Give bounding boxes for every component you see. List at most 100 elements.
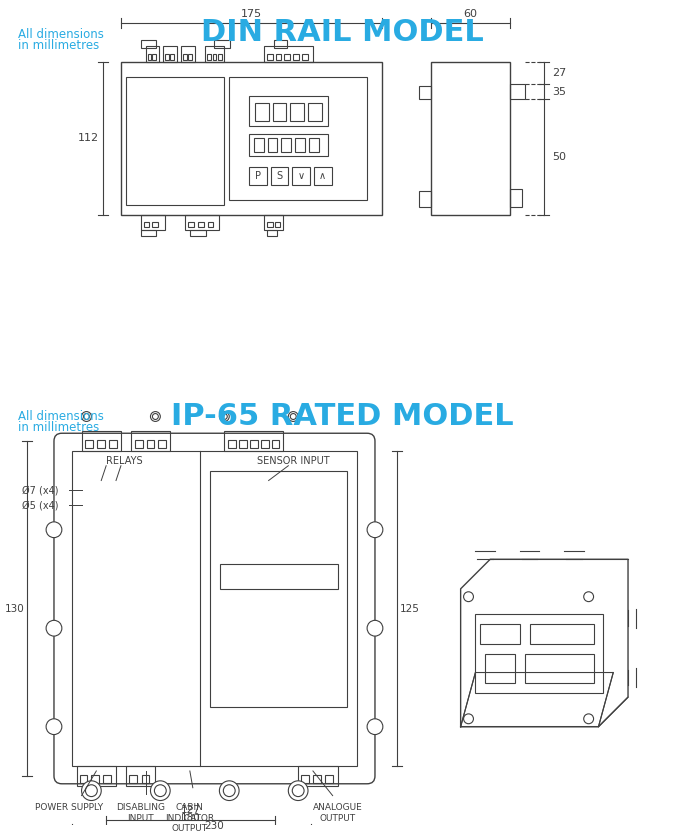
Bar — [249, 96, 328, 126]
Circle shape — [82, 781, 101, 800]
Bar — [103, 775, 111, 783]
Bar — [229, 77, 367, 200]
Circle shape — [367, 719, 383, 735]
Circle shape — [46, 522, 62, 538]
Bar — [255, 103, 269, 122]
Bar — [188, 221, 194, 227]
Circle shape — [86, 784, 97, 797]
Bar — [190, 230, 205, 236]
Circle shape — [464, 592, 473, 602]
Bar — [146, 46, 159, 62]
Bar — [275, 221, 280, 227]
Bar — [284, 54, 290, 60]
Text: 112: 112 — [78, 133, 99, 143]
Bar — [185, 215, 220, 230]
Text: 125: 125 — [400, 603, 420, 613]
Bar — [146, 440, 154, 448]
Text: IP-65 RATED MODEL: IP-65 RATED MODEL — [171, 401, 514, 431]
Text: 60: 60 — [464, 8, 477, 18]
Circle shape — [150, 781, 170, 800]
Bar — [254, 138, 264, 152]
Text: P: P — [255, 171, 261, 181]
Bar — [77, 766, 116, 786]
Bar — [220, 564, 337, 589]
Bar — [249, 134, 328, 156]
Bar — [207, 221, 214, 227]
Text: 130: 130 — [5, 603, 24, 613]
Bar — [181, 46, 194, 62]
Bar — [158, 440, 166, 448]
Text: DIN RAIL MODEL: DIN RAIL MODEL — [201, 18, 484, 47]
Text: ∨: ∨ — [298, 171, 305, 181]
Circle shape — [223, 784, 235, 797]
Bar — [228, 440, 236, 448]
Bar — [486, 654, 515, 683]
Text: CABIN
INDICATOR
OUTPUT: CABIN INDICATOR OUTPUT — [165, 804, 214, 833]
Bar — [148, 54, 152, 60]
Circle shape — [583, 714, 594, 724]
Text: 50: 50 — [552, 152, 566, 162]
Bar — [188, 54, 192, 60]
Text: All dimensions: All dimensions — [18, 28, 103, 40]
Text: 175: 175 — [241, 8, 262, 18]
Bar — [313, 775, 321, 783]
Text: in millimetres: in millimetres — [18, 39, 99, 53]
Circle shape — [292, 784, 304, 797]
Text: SENSOR INPUT: SENSOR INPUT — [257, 456, 330, 466]
Bar — [267, 230, 277, 236]
Bar — [268, 138, 277, 152]
Text: RELAYS: RELAYS — [105, 456, 142, 466]
Bar — [267, 221, 273, 227]
Bar — [121, 62, 382, 215]
Bar — [224, 432, 284, 451]
Bar — [275, 54, 282, 60]
Bar — [271, 168, 288, 185]
Bar — [264, 215, 284, 230]
Text: 27: 27 — [552, 68, 566, 78]
Bar — [170, 54, 174, 60]
Bar — [273, 103, 286, 122]
Text: Ø5 (x4): Ø5 (x4) — [22, 500, 59, 510]
Bar — [475, 614, 603, 693]
Bar — [82, 432, 121, 451]
Circle shape — [288, 781, 308, 800]
Bar — [267, 54, 273, 60]
Bar — [525, 654, 594, 683]
Bar — [86, 440, 93, 448]
Bar — [218, 54, 222, 60]
Bar — [325, 775, 333, 783]
Bar — [152, 221, 158, 227]
Circle shape — [46, 620, 62, 636]
Bar — [273, 40, 288, 49]
Circle shape — [367, 620, 383, 636]
Bar — [293, 54, 299, 60]
Text: 180: 180 — [182, 813, 201, 823]
Circle shape — [220, 781, 239, 800]
Bar — [126, 766, 156, 786]
Text: DISABLING
INPUT: DISABLING INPUT — [116, 804, 165, 823]
Bar — [131, 432, 170, 451]
Bar — [129, 775, 137, 783]
Bar — [510, 84, 525, 100]
Bar — [163, 46, 177, 62]
Bar — [420, 191, 431, 207]
Bar — [239, 440, 247, 448]
Text: ∧: ∧ — [319, 171, 326, 181]
Bar — [264, 46, 313, 62]
Bar — [250, 440, 258, 448]
Bar — [290, 103, 304, 122]
Bar — [271, 440, 279, 448]
Bar — [141, 230, 156, 236]
Text: 127: 127 — [180, 805, 201, 815]
Bar — [260, 440, 269, 448]
Bar — [91, 775, 99, 783]
Bar — [214, 40, 231, 49]
Bar — [141, 775, 150, 783]
Bar — [309, 138, 319, 152]
Circle shape — [583, 592, 594, 602]
Bar — [302, 54, 308, 60]
Bar — [141, 40, 156, 49]
Bar — [530, 624, 594, 644]
Bar — [510, 189, 522, 207]
Bar — [80, 775, 88, 783]
